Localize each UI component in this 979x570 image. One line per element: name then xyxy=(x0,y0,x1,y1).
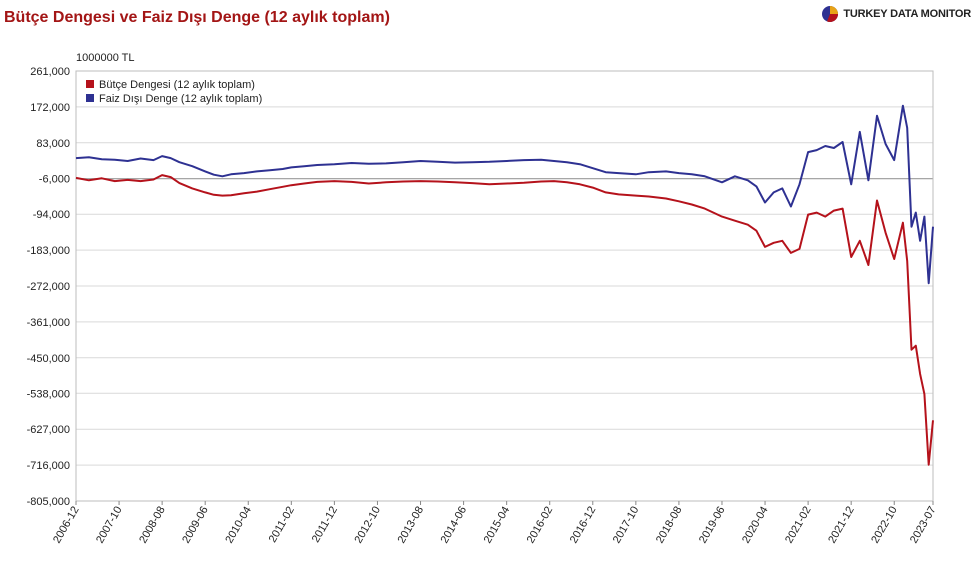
series-line-primary-balance xyxy=(75,104,934,285)
legend: Bütçe Dengesi (12 aylık toplam) Faiz Dışı… xyxy=(86,79,262,105)
x-tick-label: 2007-10 xyxy=(94,505,125,546)
x-tick-label: 2011-02 xyxy=(267,505,297,545)
x-tick-label: 2018-08 xyxy=(654,505,685,546)
y-tick-label: 83,000 xyxy=(36,138,70,150)
y-tick-label: -6,000 xyxy=(39,174,70,186)
x-tick-label: 2016-12 xyxy=(568,505,599,546)
x-tick-label: 2009-06 xyxy=(180,505,211,546)
x-tick-label: 2006-12 xyxy=(51,505,82,546)
brand-logo: TURKEY DATA MONITOR xyxy=(821,5,971,23)
series-lines xyxy=(75,104,934,466)
series-line-budget-balance xyxy=(75,174,934,466)
x-tick-label: 2021-02 xyxy=(783,505,814,546)
grid-lines xyxy=(76,70,933,502)
x-tick-label: 2008-08 xyxy=(137,505,168,546)
legend-swatch xyxy=(86,94,94,102)
y-tick-label: -716,000 xyxy=(27,460,70,472)
x-tick-label: 2021-12 xyxy=(826,505,857,546)
y-tick-label: -450,000 xyxy=(27,353,70,365)
x-tick-label: 2016-02 xyxy=(525,505,556,546)
y-tick-label: -272,000 xyxy=(27,281,70,293)
x-tick-label: 2010-04 xyxy=(223,505,254,546)
x-tick-label: 2019-06 xyxy=(697,505,728,546)
x-tick-label: 2013-08 xyxy=(396,505,427,546)
y-axis: 261,000 172,000 83,000 -6,000 -94,000 -183,00… xyxy=(27,66,70,508)
x-tick-label: 2014-06 xyxy=(439,505,470,546)
y-tick-label: 172,000 xyxy=(30,102,70,114)
y-tick-label: -183,000 xyxy=(27,245,70,257)
x-tick-label: 2015-04 xyxy=(482,505,513,546)
x-tick-label: 2022-10 xyxy=(869,505,900,546)
unit-label: 1000000 TL xyxy=(76,52,135,64)
plot-frame xyxy=(75,70,934,502)
x-tick-label: 2017-10 xyxy=(611,505,642,546)
legend-label: Faiz Dışı Denge (12 aylık toplam) xyxy=(99,93,262,105)
chart-title: Bütçe Dengesi ve Faiz Dışı Denge (12 ayl… xyxy=(4,9,390,26)
x-tick-label: 2020-04 xyxy=(740,505,771,546)
legend-label: Bütçe Dengesi (12 aylık toplam) xyxy=(99,79,255,91)
y-tick-label: -805,000 xyxy=(27,496,70,508)
y-tick-label: -538,000 xyxy=(27,388,70,400)
pie-logo-icon xyxy=(822,6,839,22)
y-tick-label: -94,000 xyxy=(33,209,70,221)
brand-name: TURKEY DATA MONITOR xyxy=(843,8,971,20)
x-tick-label: 2023-07 xyxy=(908,505,939,546)
y-tick-label: -627,000 xyxy=(27,424,70,436)
y-tick-label: -361,000 xyxy=(27,317,70,329)
x-axis: 2006-12 2007-10 2008-08 2009-06 2010-04 2011-… xyxy=(51,501,939,545)
legend-swatch xyxy=(86,80,94,88)
x-tick-label: 2012-10 xyxy=(352,505,383,546)
x-tick-label: 2011-12 xyxy=(310,505,340,545)
y-tick-label: 261,000 xyxy=(30,66,70,78)
